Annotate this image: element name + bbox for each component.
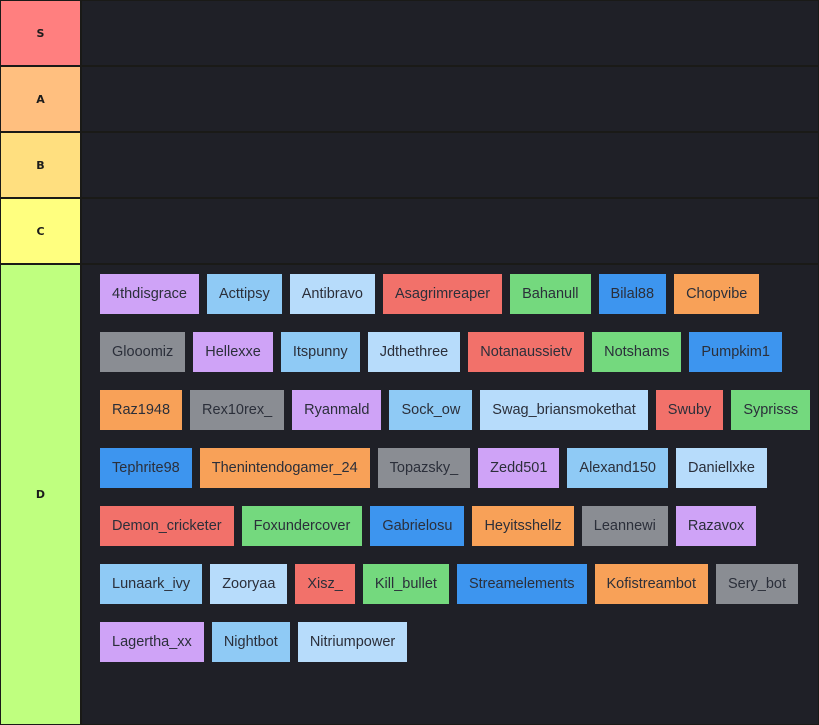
tier-item[interactable]: Kofistreambot — [594, 564, 708, 604]
tier-items-d[interactable]: 4thdisgrace Acttipsy Antibravo Asagrimreape… — [82, 265, 818, 724]
tier-item[interactable]: Bilal88 — [598, 274, 667, 314]
tier-item[interactable]: Alexand150 — [567, 448, 668, 488]
tier-item[interactable]: Notshams — [592, 332, 682, 372]
tier-item[interactable]: Raz1948 — [100, 390, 183, 430]
tier-items-s[interactable] — [82, 1, 818, 65]
tier-row-d: D 4thdisgrace Acttipsy Antibravo Asagrimrea… — [0, 265, 819, 724]
tier-item[interactable]: Razavox — [675, 506, 757, 546]
tier-item[interactable]: Rex10rex_ — [190, 390, 285, 430]
tier-item[interactable]: Ryanmald — [292, 390, 382, 430]
tier-item[interactable]: Lagertha_xx — [100, 622, 204, 662]
tier-item[interactable]: Heyitsshellz — [472, 506, 574, 546]
tier-items-b[interactable] — [82, 133, 818, 197]
tier-row-s: S — [0, 1, 819, 65]
tier-item[interactable]: Glooomiz — [100, 332, 186, 372]
tier-item[interactable]: Daniellxke — [676, 448, 767, 488]
tier-item[interactable]: Gabrielosu — [370, 506, 465, 546]
tier-label-a[interactable]: A — [1, 67, 80, 131]
tier-label-b[interactable]: B — [1, 133, 80, 197]
tier-item[interactable]: Streamelements — [456, 564, 587, 604]
tier-item[interactable]: Zooryaa — [210, 564, 288, 604]
tier-label-s[interactable]: S — [1, 1, 80, 65]
tier-row-c: C — [0, 199, 819, 263]
tier-item[interactable]: 4thdisgrace — [100, 274, 199, 314]
tier-item[interactable]: Acttipsy — [206, 274, 282, 314]
tier-item[interactable]: Swuby — [655, 390, 724, 430]
tier-item[interactable]: Nightbot — [211, 622, 290, 662]
tier-item[interactable]: Asagrimreaper — [383, 274, 503, 314]
tier-item[interactable]: Topazsky_ — [377, 448, 471, 488]
tier-item[interactable]: Sock_ow — [389, 390, 473, 430]
tier-item[interactable]: Lunaark_ivy — [100, 564, 203, 604]
tier-row-b: B — [0, 133, 819, 197]
tier-item[interactable]: Nitriumpower — [297, 622, 408, 662]
tier-item[interactable]: Sery_bot — [715, 564, 799, 604]
tier-items-c[interactable] — [82, 199, 818, 263]
tier-item[interactable]: Leannewi — [581, 506, 668, 546]
tier-item[interactable]: Notanaussietv — [468, 332, 585, 372]
tier-item[interactable]: Thenintendogamer_24 — [199, 448, 370, 488]
tier-item[interactable]: Foxundercover — [241, 506, 363, 546]
tier-item[interactable]: Syprisss — [731, 390, 811, 430]
tier-item[interactable]: Zedd501 — [478, 448, 560, 488]
tier-item[interactable]: Chopvibe — [674, 274, 760, 314]
tier-label-c[interactable]: C — [1, 199, 80, 263]
tier-item[interactable]: Pumpkim1 — [689, 332, 782, 372]
tier-item[interactable]: Xisz_ — [295, 564, 355, 604]
tier-row-a: A — [0, 67, 819, 131]
tier-item[interactable]: Bahanull — [510, 274, 591, 314]
tier-label-d[interactable]: D — [1, 265, 80, 724]
tier-item[interactable]: Demon_cricketer — [100, 506, 234, 546]
tier-item[interactable]: Kill_bullet — [362, 564, 449, 604]
tier-item[interactable]: Hellexxe — [193, 332, 273, 372]
tier-item[interactable]: Antibravo — [289, 274, 375, 314]
tier-item[interactable]: Tephrite98 — [100, 448, 192, 488]
tier-items-a[interactable] — [82, 67, 818, 131]
tier-item[interactable]: Swag_briansmokethat — [480, 390, 648, 430]
tier-item[interactable]: Itspunny — [280, 332, 360, 372]
tier-item[interactable]: Jdthethree — [367, 332, 461, 372]
